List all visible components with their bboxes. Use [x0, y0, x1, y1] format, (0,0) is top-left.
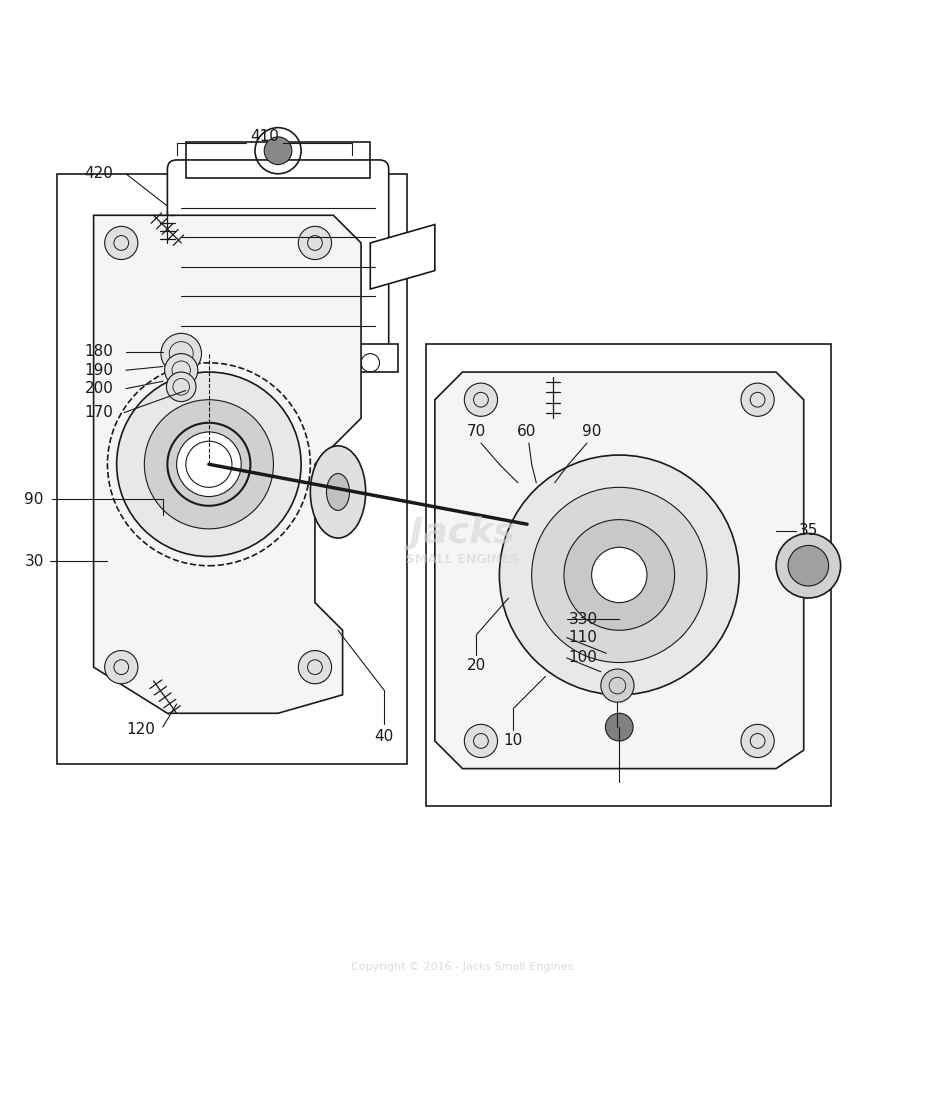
Ellipse shape [501, 483, 552, 565]
Text: 200: 200 [84, 381, 113, 396]
Circle shape [592, 548, 647, 602]
Circle shape [464, 725, 498, 758]
Text: Copyright © 2016 - Jacks Small Engines: Copyright © 2016 - Jacks Small Engines [352, 962, 574, 972]
Text: 40: 40 [375, 729, 394, 743]
Ellipse shape [327, 473, 350, 511]
Circle shape [741, 383, 774, 416]
Circle shape [117, 372, 302, 556]
Circle shape [500, 455, 739, 695]
Circle shape [165, 354, 198, 387]
Text: 120: 120 [126, 722, 154, 738]
Ellipse shape [517, 508, 537, 541]
Circle shape [166, 372, 196, 402]
Text: 180: 180 [84, 344, 113, 359]
Circle shape [601, 669, 634, 702]
Text: 410: 410 [250, 129, 278, 145]
Circle shape [177, 432, 241, 496]
Text: 30: 30 [24, 553, 43, 569]
Text: 190: 190 [84, 363, 114, 377]
Polygon shape [93, 215, 361, 713]
Circle shape [776, 533, 841, 598]
Text: 100: 100 [569, 650, 598, 666]
Text: SMALL ENGINES: SMALL ENGINES [406, 553, 519, 565]
Circle shape [299, 651, 331, 683]
Text: 110: 110 [569, 630, 598, 646]
Text: 70: 70 [467, 424, 486, 440]
Ellipse shape [310, 446, 365, 538]
Text: 35: 35 [799, 523, 819, 539]
Circle shape [265, 137, 292, 165]
Text: Jacks: Jacks [410, 516, 515, 551]
Circle shape [464, 383, 498, 416]
Circle shape [144, 400, 274, 529]
Bar [426, 344, 832, 806]
Text: 10: 10 [503, 733, 523, 748]
FancyBboxPatch shape [167, 160, 388, 363]
Bar [186, 141, 370, 178]
Polygon shape [435, 372, 804, 769]
Circle shape [606, 713, 633, 741]
Circle shape [299, 226, 331, 259]
Circle shape [105, 651, 138, 683]
Text: 330: 330 [569, 612, 598, 627]
Circle shape [532, 487, 707, 662]
Circle shape [161, 333, 202, 374]
Polygon shape [370, 225, 435, 289]
Text: 170: 170 [84, 405, 113, 420]
Circle shape [564, 520, 674, 630]
Bar [56, 174, 407, 764]
Polygon shape [149, 298, 186, 335]
Text: 420: 420 [84, 166, 113, 181]
Circle shape [741, 725, 774, 758]
Text: 90: 90 [582, 424, 601, 440]
Polygon shape [158, 344, 398, 372]
Text: 20: 20 [467, 658, 486, 673]
Text: 60: 60 [517, 424, 536, 440]
Circle shape [788, 545, 829, 587]
Circle shape [105, 226, 138, 259]
Text: 90: 90 [24, 492, 43, 506]
